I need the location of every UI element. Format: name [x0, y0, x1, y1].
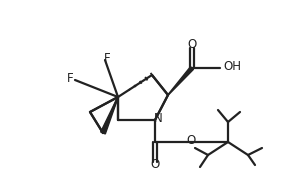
Text: O: O: [187, 38, 197, 50]
Text: F: F: [67, 72, 73, 86]
Text: F: F: [104, 52, 110, 65]
Text: O: O: [186, 135, 196, 148]
Polygon shape: [101, 97, 118, 134]
Text: N: N: [154, 112, 162, 125]
Polygon shape: [168, 67, 194, 95]
Text: OH: OH: [223, 61, 241, 73]
Text: O: O: [150, 158, 160, 171]
